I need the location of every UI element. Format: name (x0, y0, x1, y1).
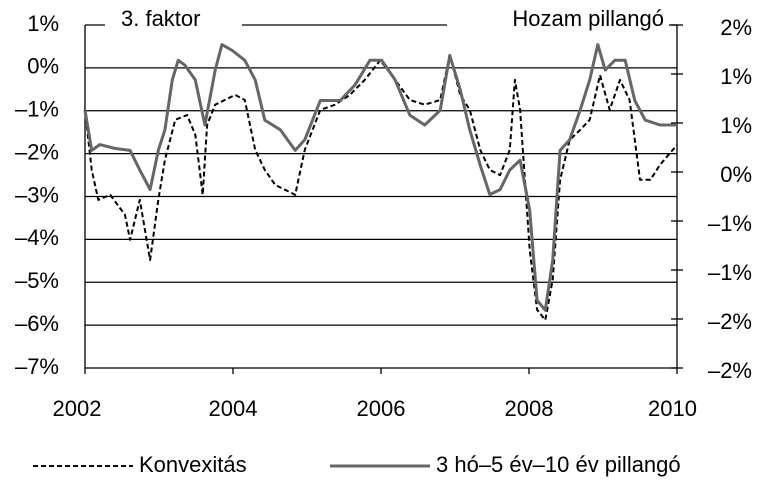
y2-tick-label: –2% (708, 358, 752, 383)
y-tick-label: –1% (15, 97, 59, 122)
y-tick-label: –7% (15, 354, 59, 379)
series-line (83, 43, 677, 312)
label-bg (105, 8, 242, 38)
y-tick-label: –3% (15, 182, 59, 207)
y-tick-label: –5% (15, 268, 59, 293)
y2-tick-label: 1% (720, 64, 752, 89)
annotation: Hozam pillangó (512, 6, 664, 31)
y-tick-label: 0% (27, 54, 59, 79)
y2-tick-label: –1% (708, 260, 752, 285)
x-tick-label: 2002 (53, 396, 102, 421)
y2-tick-label: 2% (720, 15, 752, 40)
x-tick-label: 2004 (209, 396, 258, 421)
legend-label: 3 hó–5 év–10 év pillangó (436, 452, 681, 477)
legend-label: Konvexitás (139, 452, 247, 477)
y-tick-label: –4% (15, 225, 59, 250)
x-tick-label: 2008 (505, 396, 554, 421)
x-tick-label: 2006 (357, 396, 406, 421)
y-tick-label: –2% (15, 139, 59, 164)
y2-tick-label: –1% (708, 211, 752, 236)
x-tick-label: 2010 (648, 396, 697, 421)
label-bg (447, 8, 669, 38)
y2-tick-label: –2% (708, 309, 752, 334)
series-line (84, 54, 678, 321)
y2-tick-label: 1% (720, 113, 752, 138)
annotation: 3. faktor (121, 6, 200, 31)
y-tick-label: 1% (27, 11, 59, 36)
y-tick-label: –6% (15, 311, 59, 336)
y2-tick-label: 0% (720, 162, 752, 187)
